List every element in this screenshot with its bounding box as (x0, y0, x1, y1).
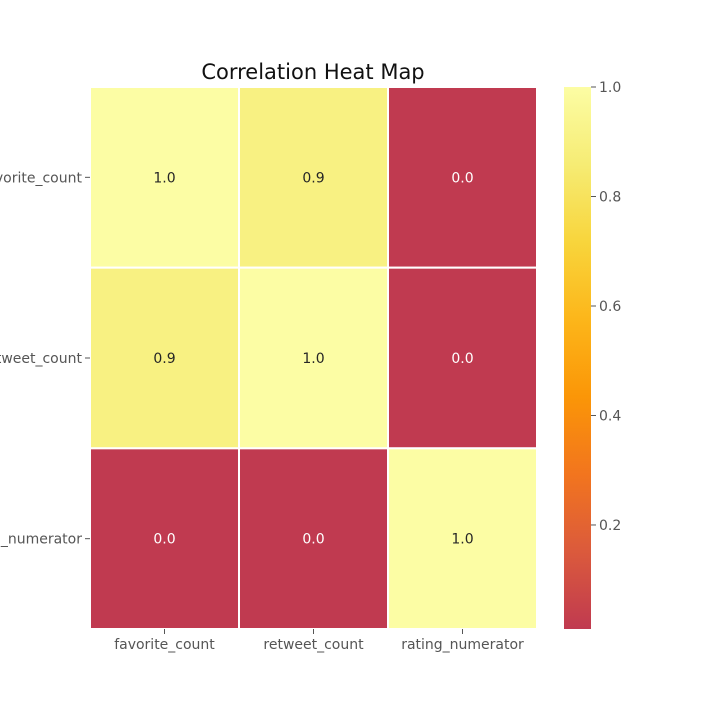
colorbar-gradient (564, 87, 591, 629)
colorbar-tick-label: 0.6 (599, 299, 621, 315)
colorbar-tick-label: 0.8 (599, 189, 621, 205)
y-axis-ticks: vorite_count etweet_count _numerator (0, 170, 90, 548)
y-tick-label: etweet_count (0, 351, 82, 367)
heatmap-cell (89, 266, 240, 450)
heatmap-cell (238, 86, 389, 269)
heatmap-cell (89, 86, 240, 269)
cell-value-label: 0.0 (451, 351, 473, 367)
colorbar-tick-label: 1.0 (599, 80, 621, 96)
heatmap-cell (387, 86, 538, 269)
cell-value-label: 1.0 (451, 532, 473, 548)
cell-value-label: 0.0 (451, 170, 473, 186)
x-tick-label: rating_numerator (401, 637, 524, 653)
x-tick-label: favorite_count (114, 637, 215, 653)
x-axis-ticks: favorite_count retweet_count rating_numera… (114, 629, 524, 653)
cell-value-label: 0.0 (153, 532, 175, 548)
cell-value-label: 0.9 (302, 170, 324, 186)
heatmap-cell (238, 447, 389, 631)
colorbar: 0.2 0.4 0.6 0.8 1.0 (564, 80, 621, 629)
cell-value-label: 1.0 (302, 351, 324, 367)
heatmap-cell (238, 266, 389, 450)
heatmap-cells: 1.0 0.9 0.0 0.9 1.0 0.0 0.0 0.0 1.0 (89, 86, 538, 631)
y-tick-label: _numerator (0, 532, 82, 548)
chart-title: Correlation Heat Map (201, 60, 424, 84)
y-tick-label: vorite_count (0, 170, 82, 186)
colorbar-tick-label: 0.2 (599, 518, 621, 534)
x-tick-label: retweet_count (263, 637, 364, 653)
colorbar-ticks: 0.2 0.4 0.6 0.8 1.0 (591, 80, 621, 534)
heatmap-cell (387, 266, 538, 450)
cell-value-label: 0.9 (153, 351, 175, 367)
cell-value-label: 0.0 (302, 532, 324, 548)
colorbar-tick-label: 0.4 (599, 408, 621, 424)
cell-value-label: 1.0 (153, 170, 175, 186)
